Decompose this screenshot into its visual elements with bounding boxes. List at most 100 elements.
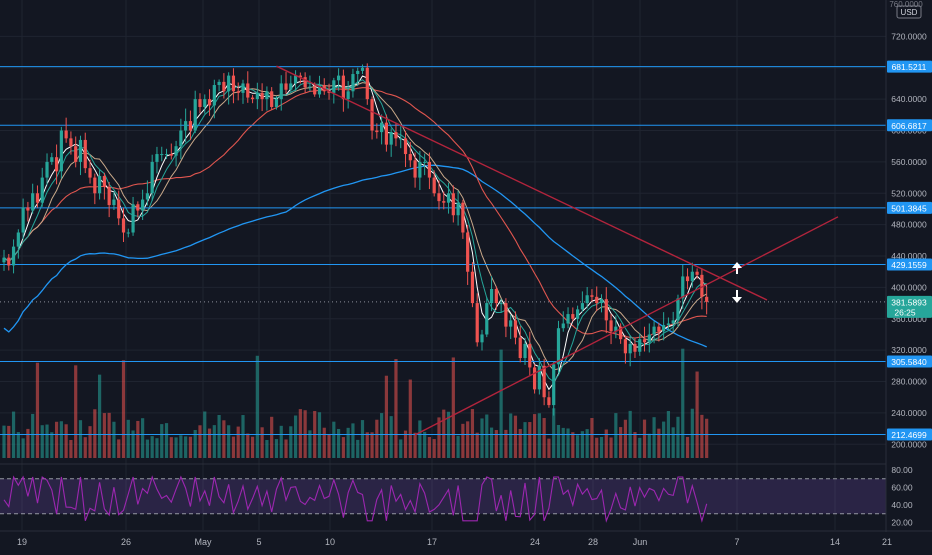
candle-body xyxy=(150,161,154,194)
candle-body xyxy=(671,320,675,324)
volume-bar xyxy=(685,436,690,458)
candle-body xyxy=(537,365,541,390)
candle-body xyxy=(2,257,6,263)
candle-body xyxy=(580,303,584,310)
volume-bar xyxy=(456,435,460,458)
volume-bar xyxy=(346,427,350,458)
level-tag-label: 606.6817 xyxy=(891,121,927,131)
volume-bar xyxy=(88,426,92,458)
candle-body xyxy=(642,339,647,343)
candle-body xyxy=(222,81,226,92)
volume-bar xyxy=(399,439,403,458)
candle-body xyxy=(480,334,484,343)
price-axis-top-label: 760.0000 xyxy=(889,0,923,9)
rsi-tick-label: 60.00 xyxy=(891,483,913,493)
candle-body xyxy=(461,202,465,233)
candle-body xyxy=(595,296,599,304)
candle-body xyxy=(246,83,250,98)
candle-body xyxy=(384,122,388,145)
price-tick-label: 520.0000 xyxy=(891,188,927,198)
volume-bar xyxy=(50,432,54,458)
volume-bar xyxy=(590,418,594,458)
candle-body xyxy=(432,177,436,194)
candle-body xyxy=(360,67,365,71)
ma-fast-line-2 xyxy=(3,79,707,383)
price-tick-label: 400.0000 xyxy=(891,282,927,292)
volume-bar xyxy=(332,421,336,458)
volume-bar xyxy=(489,427,494,458)
price-labels: 681.5211 606.6817 501.3845 429.1559 305.5840… xyxy=(887,60,932,441)
candle-body xyxy=(289,83,293,90)
volume-bar xyxy=(7,425,11,458)
candle-body xyxy=(475,303,479,343)
candle-body xyxy=(542,365,546,398)
volume-bar xyxy=(552,408,556,458)
volume-bar xyxy=(518,428,522,458)
candle-body xyxy=(16,232,20,247)
volume-bar xyxy=(188,436,193,458)
level-tag-label: 212.4699 xyxy=(891,430,927,440)
volume-bar xyxy=(513,415,518,458)
time-tick-label: 17 xyxy=(427,537,437,547)
candle-body xyxy=(403,138,408,155)
volume-bar xyxy=(298,409,302,458)
volume-bar xyxy=(427,437,432,458)
candle-body xyxy=(188,121,193,131)
candle-body xyxy=(571,314,575,319)
volume-bar xyxy=(31,413,35,458)
candle-body xyxy=(576,309,580,319)
candle-body xyxy=(98,176,102,194)
trendline-upper xyxy=(276,65,768,301)
time-tick-label: 19 xyxy=(17,537,27,547)
candle-body xyxy=(466,232,470,272)
volume-bar xyxy=(174,437,178,458)
ma-long-line xyxy=(3,164,707,348)
volume-bar xyxy=(676,416,680,458)
last-price-tag-bg xyxy=(887,295,932,318)
time-tick-label: 24 xyxy=(530,537,540,547)
candle-body xyxy=(317,85,322,95)
candle-body xyxy=(284,83,288,90)
volume-bar xyxy=(614,413,618,458)
candle-body xyxy=(145,193,149,200)
candle-body xyxy=(437,193,441,202)
up-arrow-icon xyxy=(732,262,742,268)
candle-body xyxy=(394,132,398,139)
candle-body xyxy=(93,177,97,194)
volume-bar xyxy=(260,427,264,458)
volume-bar xyxy=(155,438,159,458)
candle-body xyxy=(451,193,455,216)
volume-bar xyxy=(571,432,575,458)
candle-body xyxy=(614,326,618,332)
volume-bar xyxy=(59,421,63,458)
candle-body xyxy=(45,161,49,178)
volume-bar xyxy=(537,413,541,458)
volume-bar xyxy=(117,439,121,458)
candle-body xyxy=(231,75,236,92)
candle-body xyxy=(255,92,259,100)
candle-body xyxy=(121,218,126,233)
level-tag-bg xyxy=(887,201,932,214)
volume-bar xyxy=(662,421,666,458)
ma-slow-line xyxy=(3,82,707,371)
candle-body xyxy=(260,92,264,100)
volume-bar xyxy=(408,379,412,458)
volume-bar xyxy=(317,412,322,458)
candle-body xyxy=(676,298,680,321)
volume-bar xyxy=(274,439,279,458)
volume-bar xyxy=(184,436,188,458)
price-tick-label: 200.0000 xyxy=(891,439,927,449)
rsi-line xyxy=(3,475,708,523)
candle-body xyxy=(341,75,345,100)
candle-body xyxy=(155,154,159,162)
volume-bar xyxy=(461,423,465,458)
volume-bar xyxy=(585,429,589,458)
candle-body xyxy=(633,343,637,352)
volume-bar xyxy=(54,421,59,458)
volume-bar xyxy=(475,432,479,458)
volume-bar xyxy=(556,424,561,458)
candle-body xyxy=(389,132,393,145)
candle-body xyxy=(31,193,35,211)
